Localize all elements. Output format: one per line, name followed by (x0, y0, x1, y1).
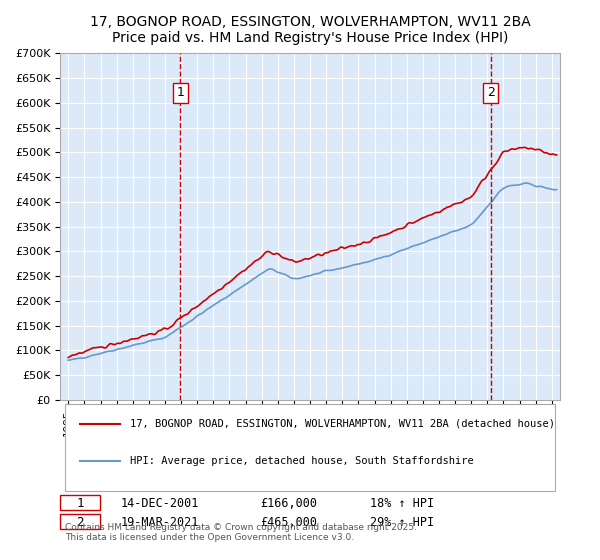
FancyBboxPatch shape (60, 495, 100, 510)
Text: 1: 1 (176, 86, 184, 100)
Text: 29% ↑ HPI: 29% ↑ HPI (370, 516, 434, 529)
FancyBboxPatch shape (65, 404, 555, 491)
Text: 2: 2 (76, 516, 84, 529)
Text: £166,000: £166,000 (260, 497, 317, 510)
Text: 2: 2 (487, 86, 494, 100)
Text: £465,000: £465,000 (260, 516, 317, 529)
Title: 17, BOGNOP ROAD, ESSINGTON, WOLVERHAMPTON, WV11 2BA
Price paid vs. HM Land Regis: 17, BOGNOP ROAD, ESSINGTON, WOLVERHAMPTO… (89, 15, 530, 45)
Text: 14-DEC-2001: 14-DEC-2001 (120, 497, 199, 510)
Text: HPI: Average price, detached house, South Staffordshire: HPI: Average price, detached house, Sout… (130, 456, 474, 466)
Text: 1: 1 (76, 497, 84, 510)
Text: 18% ↑ HPI: 18% ↑ HPI (370, 497, 434, 510)
FancyBboxPatch shape (60, 514, 100, 529)
Text: Contains HM Land Registry data © Crown copyright and database right 2025.
This d: Contains HM Land Registry data © Crown c… (65, 523, 417, 543)
Text: 17, BOGNOP ROAD, ESSINGTON, WOLVERHAMPTON, WV11 2BA (detached house): 17, BOGNOP ROAD, ESSINGTON, WOLVERHAMPTO… (130, 419, 555, 428)
Text: 19-MAR-2021: 19-MAR-2021 (120, 516, 199, 529)
